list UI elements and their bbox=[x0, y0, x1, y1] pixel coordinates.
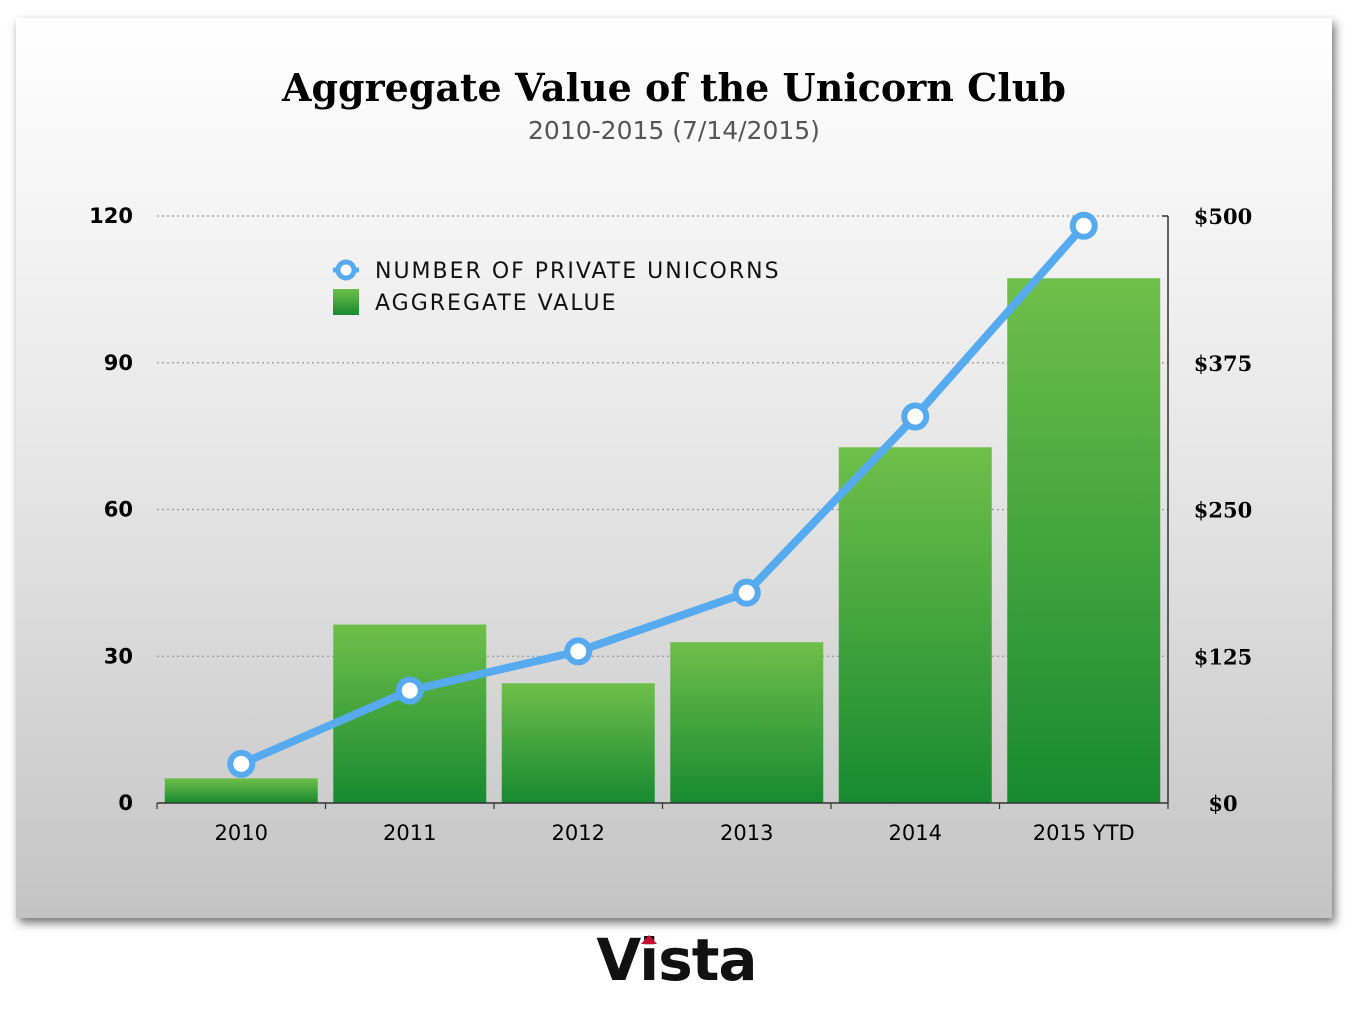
logo-suffix: sta bbox=[658, 926, 757, 994]
legend-label: AGGREGATE VALUE bbox=[375, 291, 618, 316]
y-left-tick-label: 120 bbox=[89, 204, 133, 228]
line-point bbox=[227, 749, 256, 778]
vista-logo: Vista bbox=[0, 926, 1353, 994]
x-tick-label: 2011 bbox=[383, 821, 436, 845]
unicorn-count-line bbox=[227, 211, 1098, 778]
bar-aggregate-value bbox=[1007, 278, 1161, 803]
x-tick-label: 2012 bbox=[552, 821, 605, 845]
x-tick-label: 2015 YTD bbox=[1033, 821, 1135, 845]
y-right-tick-label: $125 bbox=[1194, 644, 1252, 669]
bar-aggregate-value bbox=[501, 683, 655, 803]
legend: NUMBER OF PRIVATE UNICORNS AGGREGATE VALU… bbox=[333, 259, 781, 316]
legend-line-marker bbox=[335, 259, 357, 281]
line-point bbox=[901, 402, 930, 431]
y-right-tick-label: $375 bbox=[1194, 351, 1252, 376]
legend-bar-swatch bbox=[333, 289, 359, 315]
logo-accent: i bbox=[639, 926, 659, 994]
y-right-tick-label: $0 bbox=[1208, 791, 1237, 816]
gridlines bbox=[157, 215, 1168, 657]
y-left-tick-label: 90 bbox=[104, 351, 133, 375]
y-right-tick-label: $500 bbox=[1194, 204, 1252, 229]
line-point bbox=[395, 676, 424, 705]
chart-subtitle: 2010-2015 (7/14/2015) bbox=[528, 116, 820, 145]
line-point bbox=[564, 637, 593, 666]
legend-label: NUMBER OF PRIVATE UNICORNS bbox=[375, 259, 781, 284]
y-left-tick-label: 0 bbox=[118, 791, 133, 815]
y-left-tick-label: 30 bbox=[104, 644, 133, 668]
bar-aggregate-value bbox=[838, 447, 992, 803]
bar-aggregate-value bbox=[164, 778, 318, 803]
bar-aggregate-value bbox=[670, 642, 824, 803]
chart-title: Aggregate Value of the Unicorn Club bbox=[281, 65, 1066, 110]
y-right-tick-label: $250 bbox=[1194, 498, 1252, 523]
x-tick-label: 2013 bbox=[720, 821, 773, 845]
logo-prefix: V bbox=[596, 926, 640, 994]
y-left-tick-label: 60 bbox=[104, 498, 133, 522]
x-tick-label: 2010 bbox=[215, 821, 268, 845]
x-tick-label: 2014 bbox=[889, 821, 942, 845]
line-point bbox=[732, 578, 761, 607]
bars bbox=[164, 278, 1161, 803]
series-line bbox=[237, 221, 1088, 768]
axes: 0 30 60 90 120 $0 $125 $250 $375 $500 2010 2011 2012… bbox=[89, 204, 1252, 845]
line-point bbox=[1069, 211, 1098, 240]
